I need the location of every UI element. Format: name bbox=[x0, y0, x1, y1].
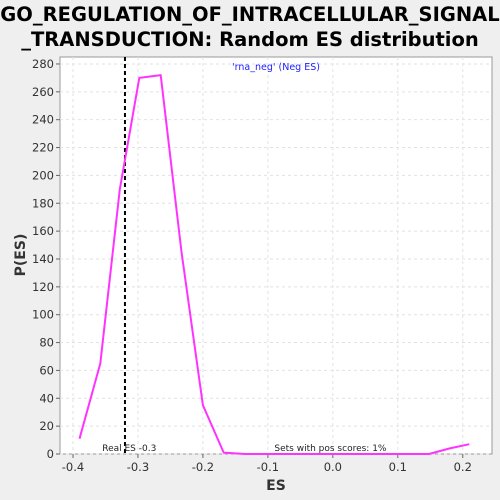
x-tick-label: -0.4 bbox=[62, 460, 84, 474]
chart-title: GO_REGULATION_OF_INTRACELLULAR_SIGNAL _T… bbox=[0, 2, 500, 52]
y-tick-label: 200 bbox=[32, 168, 54, 182]
x-tick-label: -0.2 bbox=[192, 460, 214, 474]
x-tick-label: -0.1 bbox=[257, 460, 279, 474]
x-tick-label: 0.2 bbox=[454, 460, 472, 474]
y-tick-label: 160 bbox=[32, 224, 54, 238]
y-axis: 0 20 40 60 80 100 120 140 160 180 200 220 240 260 280 bbox=[32, 57, 60, 461]
chart-title-line-1: GO_REGULATION_OF_INTRACELLULAR_SIGNAL bbox=[0, 3, 500, 26]
x-tick-label: 0.0 bbox=[324, 460, 342, 474]
y-tick-label: 220 bbox=[32, 141, 54, 155]
y-tick-label: 180 bbox=[32, 196, 54, 210]
x-axis-label: ES bbox=[266, 478, 286, 494]
y-tick-label: 100 bbox=[32, 308, 54, 322]
y-tick-label: 0 bbox=[47, 447, 54, 461]
y-tick-label: 280 bbox=[32, 57, 54, 71]
y-tick-label: 240 bbox=[32, 113, 54, 127]
y-tick-label: 140 bbox=[32, 252, 54, 266]
legend-entry: 'rna_neg' (Neg ES) bbox=[232, 62, 320, 73]
x-axis: -0.4 -0.3 -0.2 -0.1 0.0 0.1 0.2 bbox=[62, 454, 472, 474]
annotation-real-es: Real ES -0.3 bbox=[102, 444, 156, 454]
x-tick-label: -0.3 bbox=[127, 460, 149, 474]
y-tick-label: 120 bbox=[32, 280, 54, 294]
grid-lines bbox=[60, 57, 492, 455]
y-tick-label: 60 bbox=[39, 363, 54, 377]
x-tick-label: 0.1 bbox=[389, 460, 407, 474]
chart-title-line-2: _TRANSDUCTION: Random ES distribution bbox=[21, 28, 479, 51]
y-axis-label: P(ES) bbox=[13, 234, 29, 277]
y-tick-label: 80 bbox=[39, 336, 54, 350]
y-tick-label: 40 bbox=[39, 391, 54, 405]
y-tick-label: 20 bbox=[39, 419, 54, 433]
series-line-rna-neg bbox=[78, 74, 470, 455]
y-tick-label: 260 bbox=[32, 85, 54, 99]
annotation-pos-scores: Sets with pos scores: 1% bbox=[274, 444, 387, 454]
